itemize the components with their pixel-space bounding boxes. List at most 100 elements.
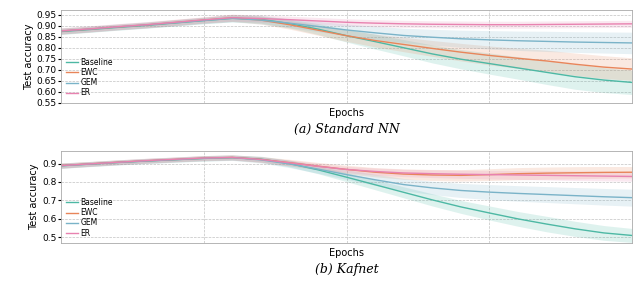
GEM xyxy=(343,28,351,32)
ER xyxy=(600,22,607,26)
Baseline xyxy=(228,17,236,20)
Baseline xyxy=(114,26,122,29)
Baseline xyxy=(572,227,579,231)
Baseline xyxy=(343,176,351,179)
Baseline xyxy=(86,162,93,166)
EWC xyxy=(200,156,207,160)
GEM xyxy=(172,158,179,162)
GEM xyxy=(400,183,408,186)
GEM xyxy=(86,27,93,31)
EWC xyxy=(600,171,607,174)
EWC xyxy=(200,18,207,22)
EWC xyxy=(371,39,379,42)
Baseline xyxy=(257,157,265,161)
GEM xyxy=(257,158,265,162)
ER xyxy=(86,162,93,166)
GEM xyxy=(200,19,207,22)
Text: (b) Kafnet: (b) Kafnet xyxy=(315,263,378,276)
GEM xyxy=(57,164,65,167)
ER xyxy=(514,23,522,27)
ER xyxy=(457,173,465,176)
ER xyxy=(371,21,379,25)
Baseline xyxy=(200,156,207,160)
EWC xyxy=(428,173,436,177)
GEM xyxy=(371,178,379,181)
Baseline xyxy=(514,66,522,70)
ER xyxy=(285,161,293,164)
Baseline xyxy=(57,30,65,33)
GEM xyxy=(543,193,550,196)
EWC xyxy=(628,67,636,71)
Baseline xyxy=(428,52,436,56)
GEM xyxy=(314,25,322,28)
EWC xyxy=(285,23,293,27)
GEM xyxy=(486,190,493,194)
Baseline xyxy=(400,190,408,194)
GEM xyxy=(86,162,93,166)
Line: EWC: EWC xyxy=(61,157,632,175)
ER xyxy=(114,25,122,29)
EWC xyxy=(400,172,408,176)
Y-axis label: Test accuracy: Test accuracy xyxy=(24,23,34,90)
EWC xyxy=(514,57,522,60)
EWC xyxy=(314,164,322,168)
GEM xyxy=(143,23,150,27)
Baseline xyxy=(285,22,293,25)
Baseline xyxy=(600,78,607,82)
GEM xyxy=(400,34,408,37)
EWC xyxy=(172,158,179,161)
EWC xyxy=(572,63,579,66)
Baseline xyxy=(600,231,607,235)
ER xyxy=(457,23,465,26)
EWC xyxy=(343,34,351,38)
EWC xyxy=(600,65,607,69)
ER xyxy=(314,164,322,168)
Baseline xyxy=(86,28,93,31)
GEM xyxy=(543,40,550,43)
GEM xyxy=(172,21,179,24)
ER xyxy=(257,17,265,20)
EWC xyxy=(143,23,150,27)
EWC xyxy=(343,168,351,171)
Baseline xyxy=(572,75,579,79)
ER xyxy=(600,174,607,178)
ER xyxy=(628,175,636,178)
ER xyxy=(400,22,408,26)
EWC xyxy=(86,27,93,31)
EWC xyxy=(543,171,550,175)
Line: Baseline: Baseline xyxy=(61,18,632,83)
Baseline xyxy=(400,46,408,49)
Baseline xyxy=(285,162,293,165)
EWC xyxy=(228,16,236,20)
EWC xyxy=(486,173,493,176)
Line: ER: ER xyxy=(61,157,632,176)
GEM xyxy=(428,35,436,39)
Baseline xyxy=(543,222,550,226)
ER xyxy=(228,156,236,159)
GEM xyxy=(600,41,607,44)
ER xyxy=(428,22,436,26)
ER xyxy=(343,168,351,171)
Line: GEM: GEM xyxy=(61,18,632,43)
EWC xyxy=(486,54,493,57)
GEM xyxy=(514,39,522,43)
Baseline xyxy=(486,211,493,215)
GEM xyxy=(572,40,579,44)
ER xyxy=(486,23,493,27)
GEM xyxy=(343,173,351,176)
EWC xyxy=(57,29,65,33)
GEM xyxy=(600,195,607,198)
GEM xyxy=(628,41,636,45)
ER xyxy=(371,170,379,173)
Baseline xyxy=(143,24,150,27)
ER xyxy=(400,171,408,175)
EWC xyxy=(457,173,465,177)
Text: (a) Standard NN: (a) Standard NN xyxy=(294,123,399,136)
Baseline xyxy=(371,40,379,44)
GEM xyxy=(457,37,465,41)
Line: EWC: EWC xyxy=(61,18,632,69)
EWC xyxy=(428,46,436,50)
GEM xyxy=(114,25,122,29)
Baseline xyxy=(628,81,636,84)
Text: Epochs: Epochs xyxy=(329,108,364,118)
